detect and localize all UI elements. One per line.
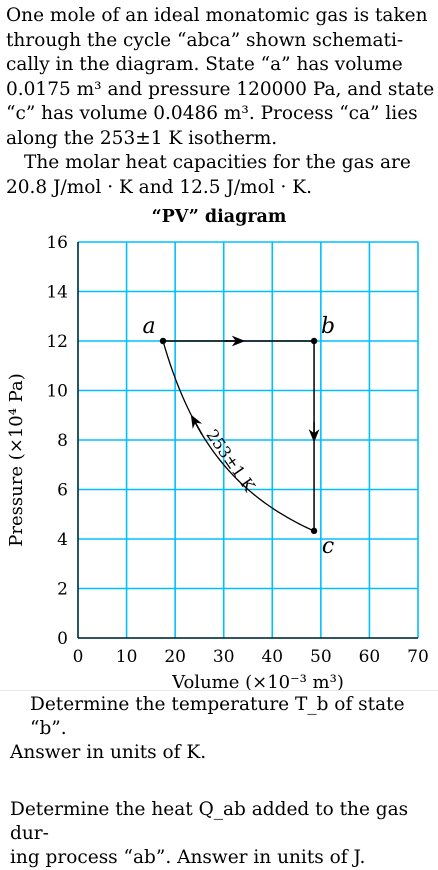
process-ca-arrow xyxy=(190,414,203,435)
x-tick-label: 60 xyxy=(359,647,381,667)
process-ca-isotherm xyxy=(162,340,315,532)
x-tick-label: 20 xyxy=(164,647,186,667)
x-tick-label: 40 xyxy=(261,647,283,667)
y-tick-label: 10 xyxy=(46,382,68,402)
state-label-b: b xyxy=(321,314,335,339)
question-1-prompt: Determine the temperature T_b of state “… xyxy=(30,694,405,739)
state-label-a: a xyxy=(142,314,155,339)
y-tick-label: 8 xyxy=(57,431,68,451)
question-2: Determine the heat Q_ab added to the gas… xyxy=(10,798,430,870)
state-point-a xyxy=(159,337,167,345)
question-2-units: ing process “ab”. Answer in units of J. xyxy=(10,847,366,868)
heat-capacity-line: The molar heat capacities for the gas ar… xyxy=(24,152,411,173)
intro-line: cally in the diagram. State “a” has volu… xyxy=(6,54,403,75)
y-tick-label: 16 xyxy=(46,233,68,253)
isotherm-label: 253±1 K xyxy=(202,426,259,496)
x-axis-label: Volume (×10⁻³ m³) xyxy=(171,672,344,693)
question-1-units: Answer in units of K. xyxy=(10,742,207,763)
y-tick-label: 2 xyxy=(57,580,68,600)
y-tick-label: 12 xyxy=(46,332,68,352)
state-point-b xyxy=(310,337,318,345)
intro-line: One mole of an ideal monatomic gas is ta… xyxy=(6,5,428,26)
x-tick-label: 30 xyxy=(213,647,235,667)
intro-line: “c” has volume 0.0486 m³. Process “ca” l… xyxy=(6,103,418,124)
divider xyxy=(0,690,438,691)
x-tick-label: 70 xyxy=(407,647,429,667)
x-tick-label: 10 xyxy=(116,647,138,667)
y-tick-label: 6 xyxy=(57,481,68,501)
y-tick-label: 0 xyxy=(57,629,68,649)
pv-diagram: 0 10 20 30 40 50 60 70 0 2 4 6 8 10 12 14 16 Volume (×10⁻… xyxy=(6,233,429,693)
y-tick-label: 14 xyxy=(46,283,68,303)
x-tick-label: 50 xyxy=(310,647,332,667)
question-1: Determine the temperature T_b of state “… xyxy=(10,693,430,765)
x-tick-label: 0 xyxy=(73,647,84,667)
heat-capacity-line: 20.8 J/mol · K and 12.5 J/mol · K. xyxy=(6,176,312,198)
question-2-prompt: Determine the heat Q_ab added to the gas… xyxy=(10,799,409,844)
y-axis-label: Pressure (×10⁴ Pa) xyxy=(6,373,27,546)
intro-line: through the cycle “abca” shown schemati- xyxy=(6,29,404,51)
problem-statement: One mole of an ideal monatomic gas is ta… xyxy=(6,4,435,200)
intro-line: 0.0175 m³ and pressure 120000 Pa, and st… xyxy=(6,78,435,100)
y-tick-label: 4 xyxy=(57,530,68,550)
chart-title: “PV” diagram xyxy=(151,207,287,227)
intro-line: along the 253±1 K isotherm. xyxy=(6,127,278,149)
state-label-c: c xyxy=(322,534,334,559)
state-point-c xyxy=(310,527,318,535)
